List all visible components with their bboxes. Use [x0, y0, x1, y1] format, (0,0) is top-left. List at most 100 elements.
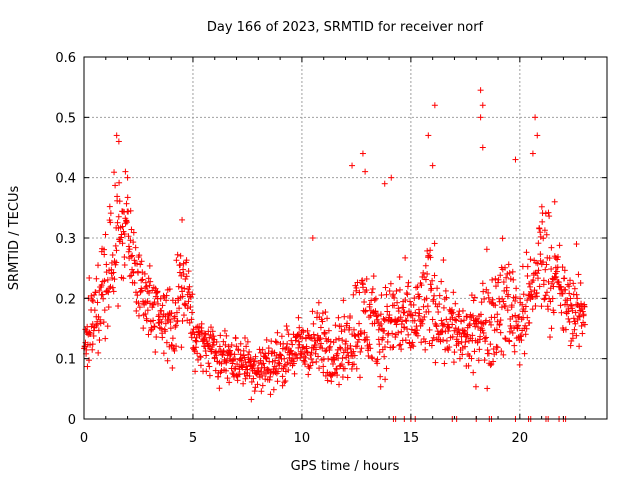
data-point: [581, 321, 588, 328]
data-point: [307, 352, 314, 359]
data-point: [390, 344, 397, 351]
data-point: [387, 280, 394, 287]
data-point: [149, 287, 156, 294]
data-point: [169, 335, 176, 342]
data-point: [429, 277, 436, 284]
data-point: [572, 309, 579, 316]
data-point: [436, 292, 443, 299]
x-tick-label: 20: [512, 431, 529, 446]
data-point: [128, 226, 135, 233]
data-point: [509, 313, 516, 320]
data-point: [546, 334, 553, 341]
data-point: [452, 300, 459, 307]
peak-point: [573, 241, 580, 248]
y-axis-label: SRMTID / TECUs: [7, 186, 22, 291]
data-point: [566, 318, 573, 325]
data-point: [121, 231, 128, 238]
peak-point: [431, 102, 438, 109]
data-point: [418, 339, 425, 346]
data-point: [327, 343, 334, 350]
data-point: [153, 333, 160, 340]
data-point: [475, 318, 482, 325]
data-point: [317, 324, 324, 331]
data-point: [254, 381, 261, 388]
data-point: [548, 325, 555, 332]
data-point: [250, 357, 257, 364]
data-point: [370, 273, 377, 280]
data-point: [322, 372, 329, 379]
data-point: [380, 315, 387, 322]
data-point: [350, 291, 357, 298]
data-point: [167, 319, 174, 326]
data-point: [448, 306, 455, 313]
data-point: [134, 260, 141, 267]
data-point: [210, 341, 217, 348]
data-point: [500, 351, 507, 358]
data-point: [577, 280, 584, 287]
y-tick-label: 0.4: [55, 172, 76, 187]
data-point: [431, 292, 438, 299]
data-point: [269, 358, 276, 365]
data-point: [414, 327, 421, 334]
data-point: [332, 322, 339, 329]
data-point: [110, 288, 117, 295]
data-point: [169, 364, 176, 371]
data-point: [468, 355, 475, 362]
data-point: [462, 338, 469, 345]
data-point: [342, 340, 349, 347]
data-point: [281, 363, 288, 370]
data-point: [487, 362, 494, 369]
data-point: [148, 326, 155, 333]
data-point: [197, 362, 204, 369]
data-point: [203, 340, 210, 347]
data-point: [114, 193, 121, 200]
data-point: [525, 292, 532, 299]
data-point: [279, 382, 286, 389]
data-point: [519, 301, 526, 308]
data-point: [530, 277, 537, 284]
data-point: [302, 354, 309, 361]
data-point: [229, 370, 236, 377]
data-point: [433, 323, 440, 330]
data-point: [480, 288, 487, 295]
data-point: [470, 312, 477, 319]
data-point: [369, 355, 376, 362]
data-point: [553, 268, 560, 275]
data-point: [533, 293, 540, 300]
data-point: [371, 296, 378, 303]
data-point: [296, 324, 303, 331]
data-point: [192, 344, 199, 351]
data-point: [499, 295, 506, 302]
data-point: [262, 354, 269, 361]
peak-point: [512, 156, 519, 163]
data-point: [263, 336, 270, 343]
data-point: [459, 307, 466, 314]
data-point: [430, 296, 437, 303]
data-point: [571, 326, 578, 333]
peak-point: [349, 162, 356, 169]
data-point: [325, 355, 332, 362]
data-point: [174, 251, 181, 258]
data-point: [400, 309, 407, 316]
data-point: [309, 359, 316, 366]
data-point: [478, 299, 485, 306]
data-point: [88, 296, 95, 303]
data-point: [344, 374, 351, 381]
data-point: [321, 330, 328, 337]
data-point: [381, 317, 388, 324]
data-point: [303, 343, 310, 350]
data-point: [374, 356, 381, 363]
data-point: [344, 344, 351, 351]
data-point: [351, 352, 358, 359]
data-point: [107, 210, 114, 217]
data-point: [576, 313, 583, 320]
data-point: [226, 379, 233, 386]
data-point: [369, 285, 376, 292]
data-point: [313, 358, 320, 365]
data-point: [351, 361, 358, 368]
data-point: [324, 377, 331, 384]
data-point: [505, 291, 512, 298]
data-point: [151, 323, 158, 330]
data-point: [522, 331, 529, 338]
data-point: [418, 282, 425, 289]
